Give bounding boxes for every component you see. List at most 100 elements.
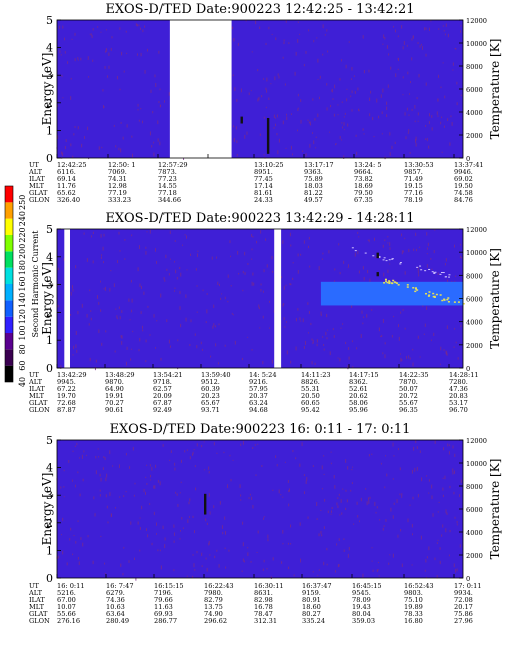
heatmap-band-hot (354, 250, 357, 252)
y-axis-label: Energy [eV] (40, 262, 54, 335)
table-cell: 82.79 (204, 596, 223, 604)
table-cell: 94.68 (249, 406, 268, 414)
table-cell: 333.23 (108, 196, 131, 204)
colorbar-segment (5, 349, 13, 366)
heatmap-band-hot (364, 252, 367, 254)
y-tick-label: 0 (46, 572, 53, 585)
table-cell: 9945. (57, 378, 76, 386)
table-cell: 14:17:15 (349, 371, 379, 379)
heatmap-band-hot (388, 259, 391, 261)
table-cell: 326.40 (57, 196, 80, 204)
table-row-label: ILAT (29, 175, 45, 183)
table-cell: 14: 5:24 (249, 371, 277, 379)
panel-title: EXOS-D/TED Date:900223 12:42:25 - 13:42:… (105, 2, 414, 17)
table-cell: 359.03 (352, 617, 375, 625)
table-cell: 8362. (349, 378, 368, 386)
colorbar-tick-label: 200 (18, 244, 27, 259)
table-row-label: GLON (29, 617, 50, 625)
table-cell: 80.91 (302, 596, 321, 604)
table-cell: 49.57 (304, 196, 323, 204)
heatmap-band-hot (448, 274, 451, 276)
table-cell: 92.49 (153, 406, 172, 414)
table-row-label: ALT (28, 589, 43, 597)
heatmap-band-hot (385, 280, 388, 282)
table-cell: 80.04 (352, 610, 371, 618)
heatmap-band-hot (391, 282, 394, 285)
heatmap-band-hot (378, 256, 381, 258)
table-cell: 9363. (304, 168, 323, 176)
table-cell: 19.70 (57, 392, 76, 400)
table-cell: 12:42:25 (57, 161, 87, 169)
table-cell: 9934. (454, 589, 473, 597)
y2-tick-label: 6000 (466, 506, 483, 514)
table-cell: 87.87 (57, 406, 76, 414)
table-cell: 8951. (254, 168, 273, 176)
colorbar-segment (5, 186, 13, 203)
heatmap-band-hot (391, 258, 394, 260)
table-cell: 67.87 (153, 399, 172, 407)
table-cell: 78.33 (404, 610, 423, 618)
y-tick-label: 3 (46, 69, 53, 82)
table-cell: 13:17:17 (304, 161, 334, 169)
heatmap-band-hot (406, 284, 409, 286)
colorbar-tick-label: 100 (18, 325, 27, 340)
heatmap-band-hot (444, 276, 447, 278)
heatmap-band-hot (424, 292, 427, 295)
heatmap-band-hot (386, 281, 389, 284)
table-cell: 74.36 (106, 596, 125, 604)
table-cell: 67.35 (354, 196, 373, 204)
colorbar-segment (5, 251, 13, 268)
table-cell: 13:10:25 (254, 161, 284, 169)
table-cell: 77.23 (158, 175, 177, 183)
table-cell: 9718. (153, 378, 172, 386)
heatmap-band (320, 281, 463, 306)
table-cell: 60.65 (301, 399, 320, 407)
table-cell: 18.03 (304, 182, 323, 190)
table-cell: 17.14 (254, 182, 273, 190)
table-cell: 70.27 (105, 399, 124, 407)
table-cell: 13:59:40 (201, 371, 231, 379)
table-row-label: ILAT (29, 385, 45, 393)
y2-tick-label: 2000 (466, 342, 483, 350)
table-cell: 82.98 (254, 596, 273, 604)
y-tick-label: 3 (46, 279, 53, 292)
table-cell: 7280. (449, 378, 468, 386)
table-cell: 67.22 (57, 385, 76, 393)
heatmap-band-hot (392, 279, 395, 282)
heatmap-band-hot (443, 298, 446, 301)
table-cell: 57.95 (249, 385, 268, 393)
heatmap-band-hot (406, 286, 409, 288)
heatmap-band-hot (385, 260, 388, 262)
table-cell: 50.07 (399, 385, 418, 393)
y-tick-label: 3 (46, 489, 53, 502)
heatmap-band-hot (416, 289, 419, 291)
table-cell: 55.31 (301, 385, 320, 393)
panel-title: EXOS-D/TED Date:900223 13:42:29 - 14:28:… (105, 211, 414, 226)
table-cell: 6279. (106, 589, 125, 597)
y-tick-label: 0 (46, 152, 53, 165)
heatmap-band-hot (447, 297, 450, 299)
table-cell: 77.16 (404, 189, 423, 197)
table-cell: 16:30:11 (254, 582, 284, 590)
table-cell: 7873. (158, 168, 177, 176)
table-cell: 20.23 (201, 392, 220, 400)
table-cell: 55.67 (399, 399, 418, 407)
table-row-label: GLON (29, 196, 50, 204)
heatmap-band-hot (399, 262, 402, 264)
y2-tick-label: 8000 (466, 63, 483, 71)
table-cell: 11.76 (57, 182, 76, 190)
table-cell: 95.42 (301, 406, 320, 414)
table-cell: 7196. (154, 589, 173, 597)
table-cell: 77.19 (108, 189, 127, 197)
y2-tick-label: 10000 (466, 249, 487, 257)
heatmap-band-hot (453, 301, 456, 303)
table-cell: 20.72 (399, 392, 418, 400)
table-cell: 14:22:35 (399, 371, 429, 379)
heatmap-band-hot (399, 263, 402, 265)
table-row-label: GLAT (29, 610, 48, 618)
data-gap (274, 229, 282, 368)
y2-tick-label: 12000 (466, 437, 487, 445)
table-cell: 9216. (249, 378, 268, 386)
colorbar-tick-label: 40 (18, 377, 27, 387)
table-cell: 18.69 (354, 182, 373, 190)
